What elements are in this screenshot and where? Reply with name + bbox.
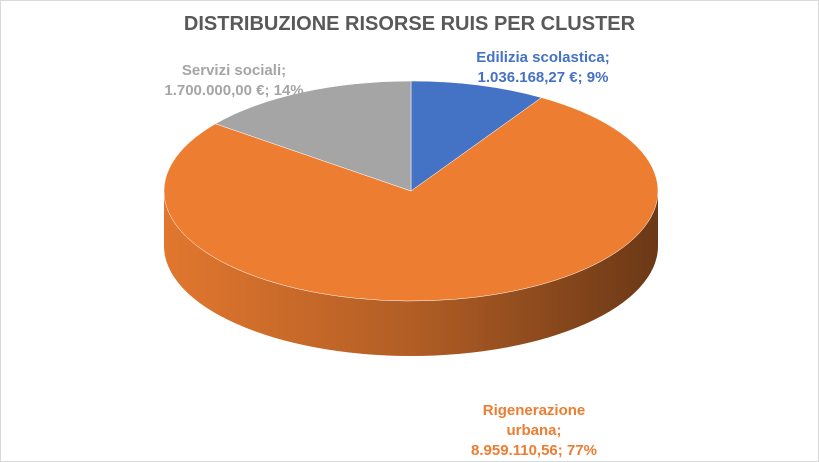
category-label: Edilizia scolastica;	[476, 49, 610, 66]
value-label: 1.700.000,00 €; 14%	[164, 82, 304, 99]
data-label: Rigenerazione urbana; 8.959.110,56; 77%	[459, 401, 609, 461]
chart-title: DISTRIBUZIONE RISORSE RUIS PER CLUSTER	[183, 13, 636, 35]
data-label: Servizi sociali; 1.700.000,00 €; 14%	[144, 61, 324, 101]
slice-side-shade	[164, 191, 658, 356]
value-label: 8.959.110,56; 77%	[471, 442, 597, 459]
category-label: Servizi sociali;	[181, 62, 287, 79]
category-label: Rigenerazione urbana;	[482, 402, 586, 439]
value-label: 1.036.168,27 €; 9%	[477, 69, 609, 86]
slice	[163, 97, 659, 302]
slice	[410, 80, 543, 192]
slice	[214, 80, 412, 192]
data-label: Edilizia scolastica; 1.036.168,27 €; 9%	[463, 48, 623, 88]
